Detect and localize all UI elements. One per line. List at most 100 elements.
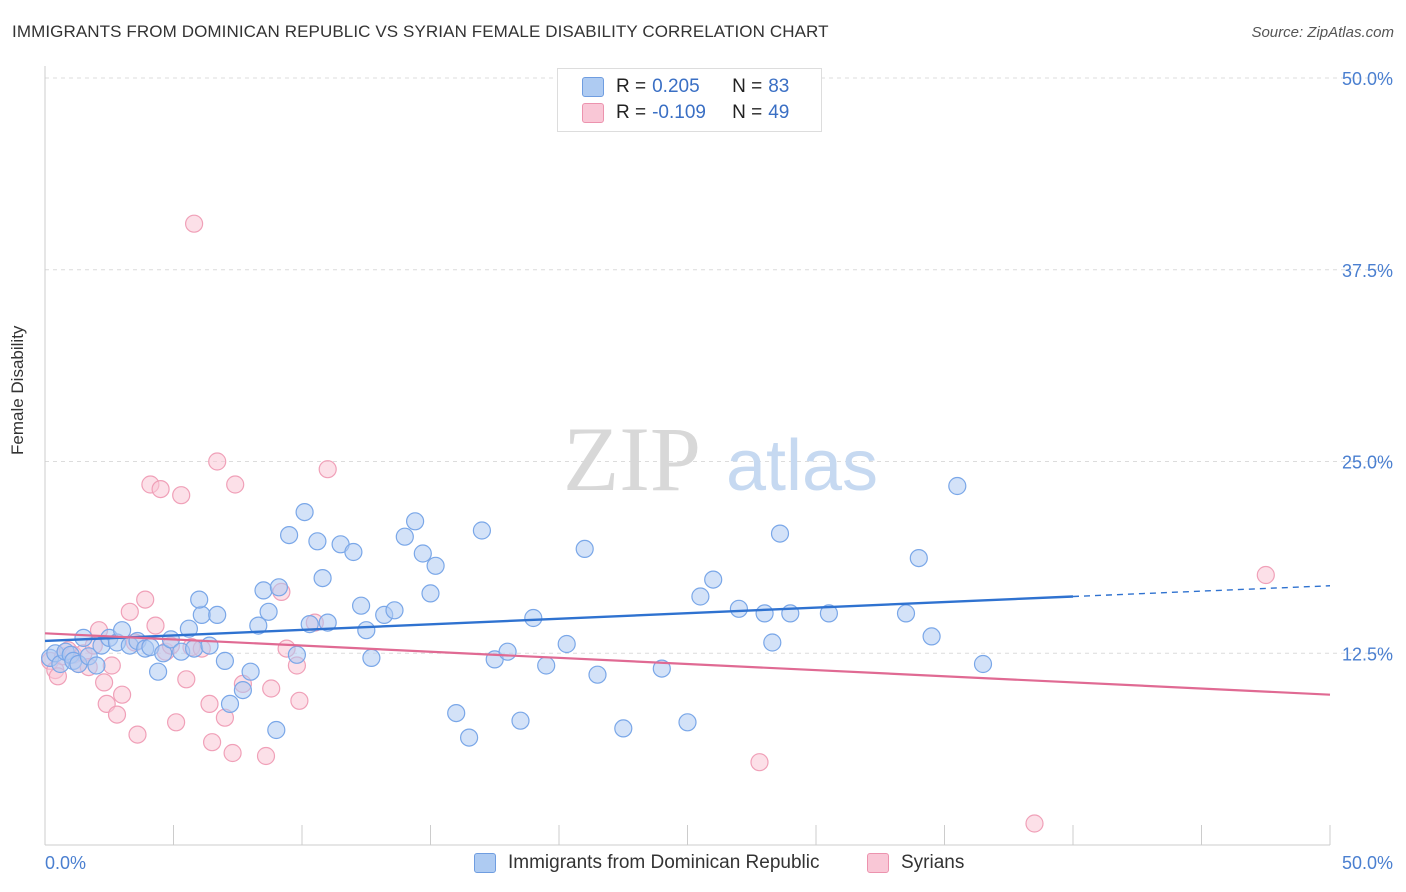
data-point-dominican [154, 644, 173, 663]
y-tick-label: 25.0% [1342, 453, 1393, 473]
data-point-dominican [318, 613, 337, 632]
data-point-syrian [200, 694, 219, 714]
data-point-dominican [511, 711, 530, 730]
data-point-syrian [94, 673, 114, 692]
data-point-dominican [909, 548, 928, 568]
data-point-dominican [770, 524, 790, 543]
data-point-syrian [136, 590, 155, 609]
data-point-syrian [203, 733, 222, 752]
watermark-zip: ZIP [563, 408, 701, 510]
legend-n-value: 83 [768, 76, 790, 97]
trend-line-dominican-extension [1072, 585, 1331, 598]
data-point-dominican [537, 656, 556, 675]
data-point-dominican [385, 601, 404, 620]
data-point-dominican [352, 596, 371, 615]
legend-r-label: R = [616, 102, 647, 123]
legend-label-dominican: Immigrants from Dominican Republic [508, 852, 820, 873]
data-point-syrian [226, 475, 245, 494]
data-point-dominican [922, 627, 941, 646]
legend-label-syrians: Syrians [901, 852, 965, 873]
data-point-dominican [691, 587, 710, 606]
data-point-dominican [179, 619, 198, 638]
data-point-syrian [750, 753, 769, 772]
data-point-dominican [614, 719, 633, 738]
legend-r-value: 0.205 [652, 76, 700, 97]
data-point-dominican [208, 605, 227, 625]
y-tick-label: 37.5% [1342, 261, 1393, 281]
data-point-dominican [729, 599, 749, 618]
legend-row-syrians: R = -0.109 N = 49 [582, 101, 789, 125]
series-syrians [40, 214, 1275, 833]
data-point-dominican [241, 662, 260, 681]
data-point-dominican [308, 532, 327, 551]
data-point-dominican [357, 621, 376, 640]
data-point-dominican [426, 556, 445, 575]
data-point-syrian [262, 679, 281, 698]
data-point-syrian [120, 602, 139, 621]
y-tick-label: 50.0% [1342, 69, 1393, 89]
data-point-dominican [406, 512, 425, 531]
legend-n-label: N = [732, 102, 763, 123]
x-tick-label: 50.0% [1342, 853, 1393, 873]
data-point-dominican [149, 662, 168, 681]
data-point-dominican [344, 542, 363, 562]
data-point-syrian [256, 746, 276, 766]
grid-lines [45, 77, 1392, 654]
data-point-dominican [896, 604, 916, 623]
data-point-syrian [177, 670, 196, 689]
legend-r-label: R = [616, 76, 647, 97]
data-point-syrian [318, 460, 337, 479]
data-point-dominican [267, 720, 286, 740]
data-point-dominican [755, 604, 774, 623]
legend-r-value: -0.109 [652, 102, 706, 123]
data-point-syrian [167, 713, 186, 732]
data-point-dominican [200, 636, 219, 655]
data-point-dominican [421, 584, 440, 603]
data-point-dominican [254, 581, 273, 600]
data-point-dominican [652, 659, 671, 678]
data-point-dominican [678, 713, 697, 732]
data-point-dominican [575, 539, 594, 559]
data-point-dominican [259, 602, 278, 621]
data-point-dominican [498, 642, 517, 661]
data-point-dominican [287, 645, 306, 664]
data-point-syrian [146, 616, 165, 635]
x-tick-label: 0.0% [45, 853, 86, 873]
data-point-syrian [290, 691, 309, 710]
source-credit: Source: ZipAtlas.com [1251, 24, 1394, 41]
series-legend: Immigrants from Dominican Republic Syria… [0, 852, 1406, 876]
data-point-dominican [295, 502, 314, 522]
data-point-syrian [1025, 814, 1044, 833]
legend-swatch-blue [474, 853, 496, 873]
legend-swatch-pink [867, 853, 889, 873]
legend-n-label: N = [732, 76, 763, 97]
watermark-atlas: atlas [726, 426, 878, 506]
data-point-syrian [128, 725, 147, 744]
data-point-dominican [948, 476, 967, 496]
trend-line-dominican [44, 595, 1074, 643]
axes [44, 66, 1331, 846]
data-point-dominican [557, 634, 576, 654]
data-point-dominican [87, 656, 106, 675]
data-point-dominican [190, 590, 209, 609]
trend-line-syrians [44, 632, 1331, 696]
data-point-dominican [819, 604, 839, 623]
chart-title: IMMIGRANTS FROM DOMINICAN REPUBLIC VS SY… [12, 22, 829, 41]
data-point-dominican [447, 703, 466, 723]
data-point-dominican [313, 568, 332, 588]
legend-item-syrians: Syrians [867, 852, 964, 874]
data-point-dominican [249, 616, 268, 635]
data-point-dominican [973, 654, 993, 674]
legend-n-value: 49 [768, 102, 790, 123]
data-point-dominican [460, 728, 479, 747]
data-point-dominican [704, 570, 723, 589]
y-tick-label: 12.5% [1342, 644, 1393, 664]
correlation-legend: R = 0.205 N = 83 R = -0.109 N = 49 [557, 68, 822, 132]
data-point-syrian [185, 214, 204, 233]
data-point-syrian [1256, 565, 1275, 585]
data-point-dominican [185, 639, 204, 658]
trend-lines [44, 585, 1331, 696]
data-point-dominican [472, 521, 491, 540]
data-point-dominican [215, 651, 234, 671]
legend-swatch-blue [582, 77, 604, 97]
